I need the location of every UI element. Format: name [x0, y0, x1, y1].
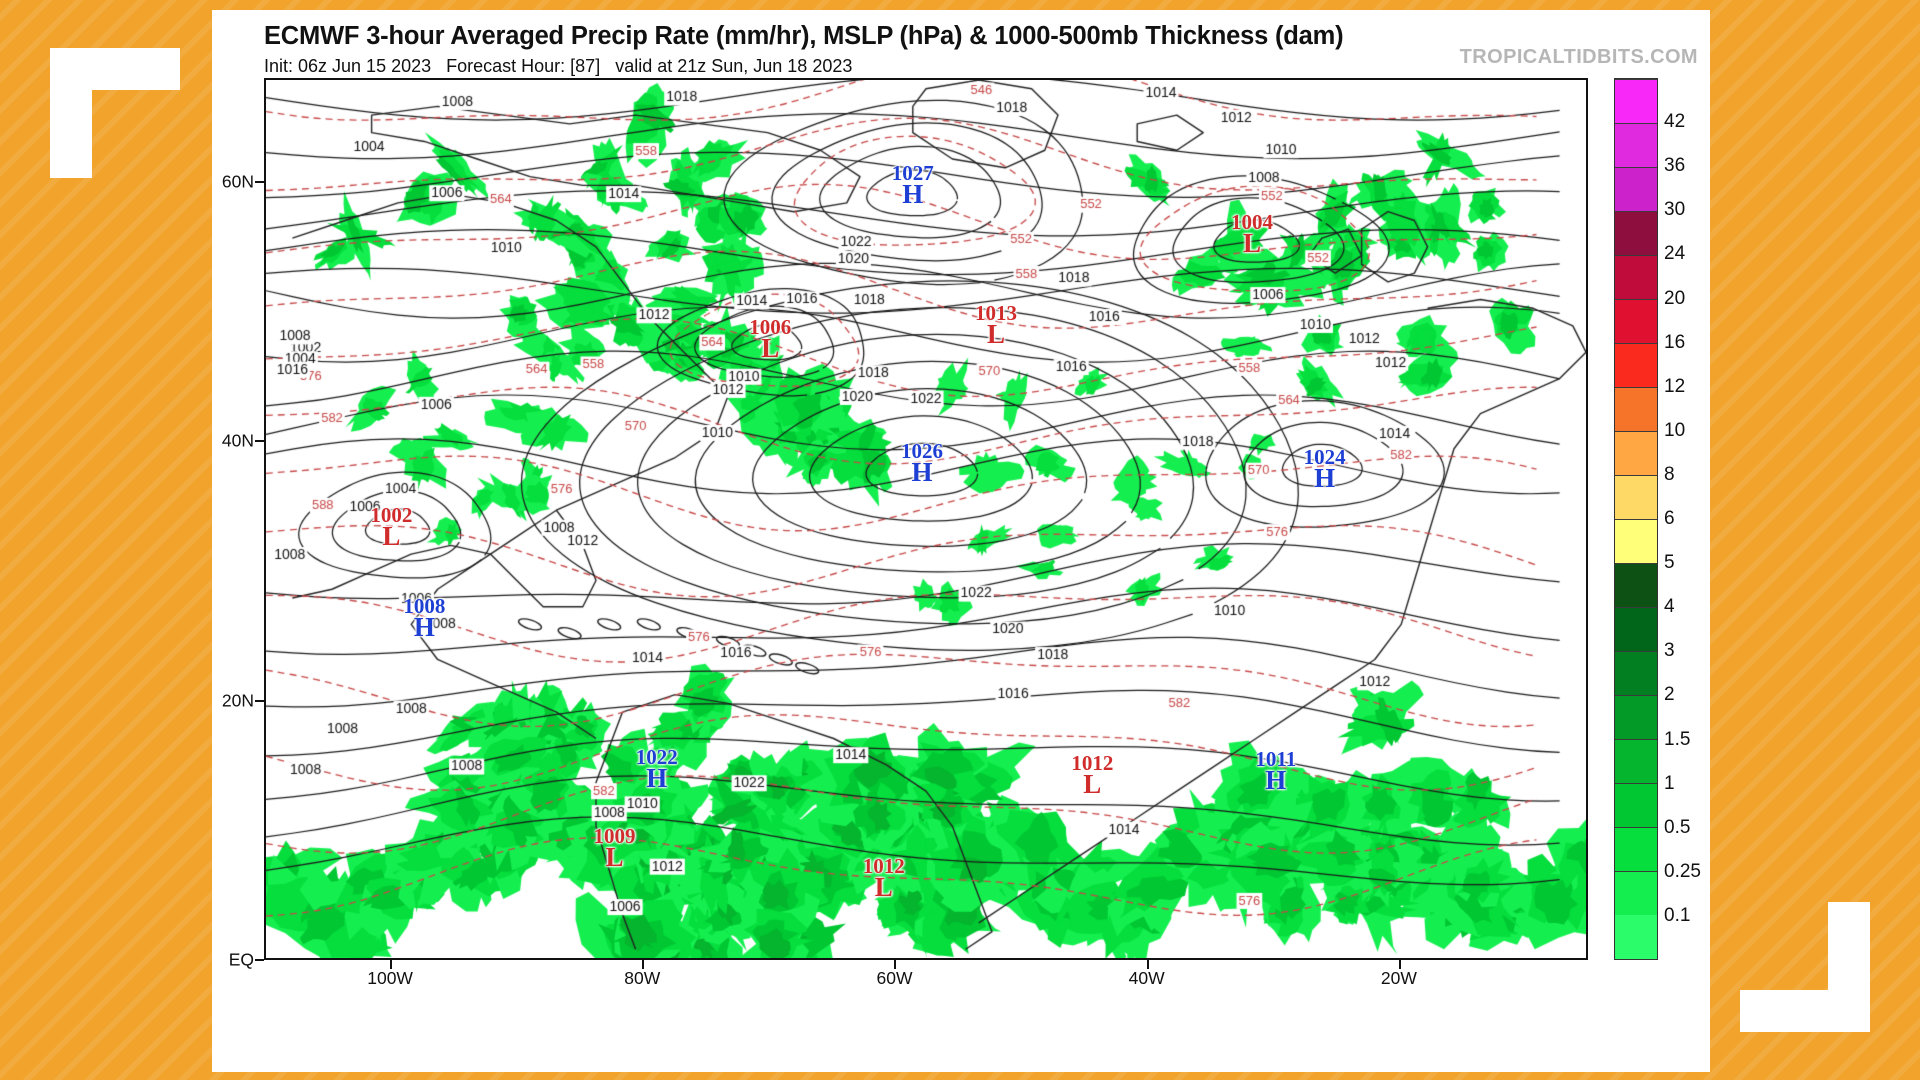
- longitude-tick-mark: [1146, 960, 1149, 969]
- colorbar-tick: 0.5: [1664, 816, 1691, 838]
- colorbar-tick: 0.25: [1664, 860, 1701, 882]
- colorbar-tick: 30: [1664, 199, 1686, 221]
- longitude-tick-mark: [1398, 960, 1401, 969]
- colorbar-tick: 1: [1664, 772, 1675, 794]
- longitude-tick-mark: [642, 960, 645, 969]
- weather-map-canvas: [266, 80, 1586, 958]
- colorbar-tick: 24: [1664, 243, 1686, 265]
- title-block: ECMWF 3-hour Averaged Precip Rate (mm/hr…: [264, 22, 1664, 77]
- longitude-tick-label: 20W: [1380, 968, 1417, 988]
- map-frame: 1027 H 1004 L 1013 L 1006 L 1026 H 1024 H 1002 L 1008 H…: [264, 78, 1588, 960]
- colorbar-tick: 2: [1664, 684, 1675, 706]
- colorbar-cell: [1615, 343, 1657, 387]
- colorbar-tick: 8: [1664, 463, 1675, 485]
- latitude-tick-label: 60N: [221, 171, 254, 192]
- colorbar-tick: 4: [1664, 596, 1675, 618]
- colorbar-cell: [1615, 607, 1657, 651]
- colorbar-tick-labels: 0.1 0.25 0.5 1 1.5 2 3 4 5 6 8 10 12 16 20 24 30 36 42: [1664, 78, 1716, 960]
- colorbar-tick: 5: [1664, 552, 1675, 574]
- longitude-tick-mark: [894, 960, 897, 969]
- map-plot-area: 1027 H 1004 L 1013 L 1006 L 1026 H 1024 H 1002 L 1008 H…: [222, 78, 1588, 988]
- corner-bracket-bottom-right: [1740, 902, 1870, 1032]
- colorbar-cell: [1615, 123, 1657, 167]
- bracket-arm-vertical: [50, 48, 92, 178]
- colorbar-cell: [1615, 79, 1657, 123]
- colorbar-cell: [1615, 255, 1657, 299]
- latitude-tick-mark: [255, 959, 264, 961]
- colorbar-gradient: [1614, 78, 1658, 960]
- longitude-tick-label: 40W: [1128, 968, 1165, 988]
- bracket-arm-vertical: [1828, 902, 1870, 1032]
- longitude-tick-label: 60W: [876, 968, 913, 988]
- latitude-tick-label: EQ: [228, 949, 254, 970]
- colorbar-tick: 3: [1664, 640, 1675, 662]
- colorbar-cell: [1615, 651, 1657, 695]
- colorbar-cell: [1615, 167, 1657, 211]
- colorbar-tick: 10: [1664, 419, 1686, 441]
- latitude-tick-label: 40N: [221, 430, 254, 451]
- corner-bracket-top-left: [50, 48, 180, 178]
- colorbar-cell: [1615, 211, 1657, 255]
- forecast-chart-card: ECMWF 3-hour Averaged Precip Rate (mm/hr…: [212, 10, 1710, 1072]
- colorbar-tick: 16: [1664, 331, 1686, 353]
- colorbar-cell: [1615, 915, 1657, 959]
- colorbar-tick: 20: [1664, 287, 1686, 309]
- precip-colorbar: 0.1 0.25 0.5 1 1.5 2 3 4 5 6 8 10 12 16 20 24 30 36 42: [1614, 78, 1710, 960]
- latitude-tick-mark: [255, 180, 264, 183]
- colorbar-tick: 0.1: [1664, 904, 1691, 926]
- colorbar-cell: [1615, 299, 1657, 343]
- latitude-tick-label: 20N: [221, 690, 254, 711]
- chart-title: ECMWF 3-hour Averaged Precip Rate (mm/hr…: [264, 22, 1344, 50]
- chart-subtitle: Init: 06z Jun 15 2023 Forecast Hour: [87…: [264, 56, 853, 76]
- source-watermark: TROPICALTIDBITS.COM: [1459, 46, 1698, 68]
- colorbar-tick: 12: [1664, 375, 1686, 397]
- colorbar-tick: 1.5: [1664, 728, 1691, 750]
- longitude-tick-label: 80W: [624, 968, 661, 988]
- colorbar-tick: 6: [1664, 508, 1675, 529]
- colorbar-cell: [1615, 563, 1657, 607]
- colorbar-cell: [1615, 783, 1657, 827]
- longitude-tick-mark: [390, 960, 393, 969]
- latitude-tick-mark: [255, 440, 264, 443]
- longitude-tick-label: 100W: [367, 968, 413, 988]
- colorbar-cell: [1615, 827, 1657, 871]
- colorbar-tick: 42: [1664, 111, 1686, 133]
- colorbar-cell: [1615, 519, 1657, 563]
- colorbar-cell: [1615, 871, 1657, 915]
- colorbar-tick: 36: [1664, 155, 1686, 177]
- colorbar-cell: [1615, 387, 1657, 431]
- colorbar-cell: [1615, 475, 1657, 519]
- colorbar-cell: [1615, 695, 1657, 739]
- latitude-tick-mark: [255, 699, 264, 702]
- colorbar-cell: [1615, 739, 1657, 783]
- colorbar-cell: [1615, 431, 1657, 475]
